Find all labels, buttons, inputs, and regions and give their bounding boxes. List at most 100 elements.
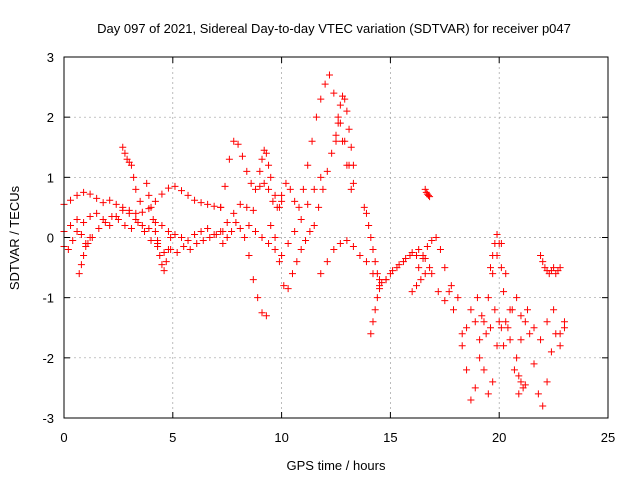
data-point xyxy=(530,360,538,368)
data-point xyxy=(93,194,101,202)
data-point xyxy=(158,261,166,269)
y-tick-label: -1 xyxy=(42,291,54,306)
series-track-y xyxy=(513,318,568,410)
data-point xyxy=(241,234,249,241)
data-point xyxy=(458,330,466,338)
data-point xyxy=(556,342,564,350)
data-point xyxy=(119,143,127,151)
x-axis-label: GPS time / hours xyxy=(287,458,386,473)
data-point xyxy=(93,209,101,217)
data-point xyxy=(432,234,440,241)
series-track-j xyxy=(256,146,283,211)
data-point xyxy=(373,294,381,302)
data-point xyxy=(356,252,364,260)
data-point xyxy=(513,294,521,302)
data-point xyxy=(119,206,127,214)
series-track-i xyxy=(219,218,270,320)
data-point xyxy=(539,402,547,410)
data-point xyxy=(537,336,545,344)
data-point xyxy=(415,246,423,254)
data-point xyxy=(428,270,436,278)
data-point xyxy=(332,131,340,139)
data-point xyxy=(317,270,325,278)
data-point xyxy=(256,167,264,175)
data-point xyxy=(275,203,283,211)
data-point xyxy=(186,246,194,254)
y-tick-label: 0 xyxy=(47,231,54,246)
data-point xyxy=(332,137,340,145)
data-point xyxy=(265,240,273,248)
data-point xyxy=(267,221,275,229)
data-point xyxy=(413,282,421,290)
data-point xyxy=(212,230,220,238)
data-point xyxy=(491,306,499,314)
data-point xyxy=(164,246,172,254)
data-point xyxy=(347,185,355,193)
data-point xyxy=(406,252,414,260)
data-point xyxy=(132,209,140,217)
data-point xyxy=(171,230,179,238)
x-tick-label: 25 xyxy=(601,430,615,445)
data-marks xyxy=(60,71,568,410)
data-point xyxy=(445,288,453,296)
data-point xyxy=(319,185,327,193)
data-point xyxy=(197,199,205,207)
data-point xyxy=(426,193,434,201)
data-point xyxy=(517,336,525,344)
data-point xyxy=(493,230,501,238)
data-point xyxy=(260,179,268,187)
data-point xyxy=(495,318,503,326)
data-point xyxy=(480,366,488,374)
data-point xyxy=(73,215,81,223)
data-point xyxy=(506,336,514,344)
data-point xyxy=(521,381,529,389)
data-point xyxy=(413,252,421,260)
data-point xyxy=(156,252,164,260)
data-point xyxy=(262,312,270,320)
data-point xyxy=(424,191,432,199)
data-point xyxy=(67,196,75,204)
series-track-s xyxy=(408,264,434,296)
data-point xyxy=(251,185,259,193)
data-point xyxy=(217,203,225,211)
data-point xyxy=(278,252,286,260)
data-point xyxy=(308,137,316,145)
series-track-g xyxy=(154,234,175,275)
data-point xyxy=(336,240,344,248)
data-point xyxy=(500,288,508,296)
series-track-l xyxy=(267,119,357,293)
data-point xyxy=(560,324,568,332)
data-point xyxy=(513,354,521,362)
data-point xyxy=(367,330,375,338)
data-point xyxy=(297,215,305,223)
data-point xyxy=(136,197,144,205)
data-point xyxy=(125,209,133,217)
data-point xyxy=(515,390,523,398)
series-track-r xyxy=(415,234,458,314)
x-tick-label: 20 xyxy=(492,430,506,445)
data-point xyxy=(556,330,564,338)
data-point xyxy=(271,191,279,199)
data-point xyxy=(471,318,479,326)
data-point xyxy=(121,149,129,157)
data-point xyxy=(206,234,214,241)
data-point xyxy=(101,218,109,226)
data-point xyxy=(493,342,501,350)
data-point xyxy=(69,237,77,245)
data-point xyxy=(254,294,262,302)
data-point xyxy=(476,354,484,362)
data-point xyxy=(238,152,246,160)
data-point xyxy=(160,249,168,257)
axis-ticks: 0 5 10 15 20 25 -3 -2 -1 0 1 2 3 xyxy=(42,50,615,445)
data-point xyxy=(526,330,534,338)
data-point xyxy=(151,197,159,205)
series-track-t xyxy=(421,185,434,201)
data-point xyxy=(145,191,153,199)
data-point xyxy=(180,243,188,251)
data-point xyxy=(267,173,275,181)
data-point xyxy=(164,227,172,235)
data-point xyxy=(75,270,83,278)
data-point xyxy=(80,188,88,196)
series-track-d xyxy=(75,234,94,278)
series-track-p xyxy=(360,203,384,284)
